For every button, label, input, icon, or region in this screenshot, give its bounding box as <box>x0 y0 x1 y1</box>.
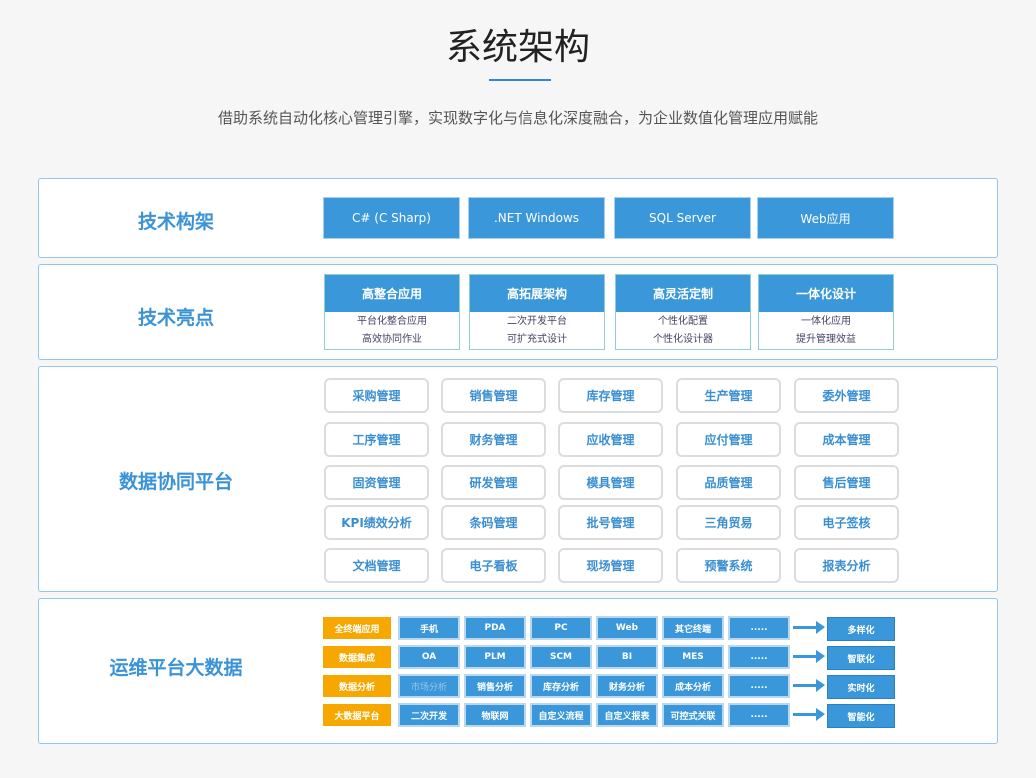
highlight-card: 高整合应用平台化整合应用 高效协同作业 <box>324 274 460 350</box>
module-button[interactable]: 预警系统 <box>676 548 781 583</box>
card-line: 可扩充式设计 <box>507 334 567 345</box>
ops-item: MES <box>662 645 724 669</box>
module-button[interactable]: 工序管理 <box>324 422 429 457</box>
card-title: 高灵活定制 <box>616 275 750 312</box>
tech-item: .NET Windows <box>469 198 604 238</box>
tech-item: SQL Server <box>615 198 750 238</box>
module-button[interactable]: 批号管理 <box>558 505 663 540</box>
module-button[interactable]: 售后管理 <box>794 465 899 500</box>
ops-item: 其它终端 <box>662 616 724 640</box>
ops-item: 库存分析 <box>530 674 592 698</box>
ops-item: 手机 <box>398 616 460 640</box>
category-label: 数据分析 <box>323 675 391 697</box>
panel-label: 数据协同平台 <box>118 471 233 493</box>
ops-item: 成本分析 <box>662 674 724 698</box>
ops-item: 财务分析 <box>596 674 658 698</box>
ops-item: 自定义报表 <box>596 703 658 727</box>
card-title: 高拓展架构 <box>470 275 604 312</box>
result-label: 多样化 <box>827 617 895 641</box>
highlight-card: 高灵活定制个性化配置个性化设计器 <box>615 274 751 350</box>
module-button[interactable]: KPI绩效分析 <box>324 505 429 540</box>
ops-item: SCM <box>530 645 592 669</box>
module-button[interactable]: 应付管理 <box>676 422 781 457</box>
module-button[interactable]: 条码管理 <box>441 505 546 540</box>
ops-item: OA <box>398 645 460 669</box>
module-button[interactable]: 模具管理 <box>558 465 663 500</box>
category-label: 全终端应用 <box>323 617 391 639</box>
module-button[interactable]: 销售管理 <box>441 378 546 413</box>
module-button[interactable]: 生产管理 <box>676 378 781 413</box>
module-button[interactable]: 库存管理 <box>558 378 663 413</box>
ops-item: PC <box>530 616 592 640</box>
category-label: 数据集成 <box>323 646 391 668</box>
card-line: 个性化设计器 <box>653 334 713 345</box>
card-line: 提升管理效益 <box>796 334 856 345</box>
tech-highlights-panel: 技术亮点 高整合应用 平台化整合应用 高效协同作业 高拓展架构 二次开发平台 可扩充式设计… <box>38 264 998 360</box>
ops-item: PLM <box>464 645 526 669</box>
module-button[interactable]: 文档管理 <box>324 548 429 583</box>
ops-item: 可控式关联 <box>662 703 724 727</box>
module-button[interactable]: 电子看板 <box>441 548 546 583</box>
card-line: 一体化应用 <box>801 316 851 327</box>
highlight-card: 一体化设计一体化应用提升管理效益 <box>758 274 894 350</box>
category-label: 大数据平台 <box>323 704 391 726</box>
data-platform-panel: 数据协同平台 采购管理 销售管理 库存管理 生产管理 委外管理工序管理 财务管理 应收管理应… <box>38 366 998 592</box>
module-button[interactable]: 三角贸易 <box>676 505 781 540</box>
module-button[interactable]: 电子签核 <box>794 505 899 540</box>
ops-item: 二次开发 <box>398 703 460 727</box>
tech-item: C# (C Sharp) <box>324 198 459 238</box>
title-underline <box>489 79 551 81</box>
module-button[interactable]: 成本管理 <box>794 422 899 457</box>
card-line: 平台化整合应用 <box>357 316 427 327</box>
ops-item: BI <box>596 645 658 669</box>
page-title: 系统架构 <box>445 27 590 68</box>
arrow-right-icon <box>793 621 825 634</box>
card-title: 高整合应用 <box>325 275 459 312</box>
module-button[interactable]: 研发管理 <box>441 465 546 500</box>
module-button[interactable]: 应收管理 <box>558 422 663 457</box>
ops-item: ..... <box>728 616 790 640</box>
panel-label: 技术亮点 <box>137 307 214 329</box>
panel-label: 技术构架 <box>137 211 214 233</box>
result-label: 实时化 <box>827 675 895 699</box>
module-button[interactable]: 固资管理 <box>324 465 429 500</box>
card-line: 个性化配置 <box>658 316 708 327</box>
module-button[interactable]: 委外管理 <box>794 378 899 413</box>
ops-item: ..... <box>728 645 790 669</box>
ops-item: 物联网 <box>464 703 526 727</box>
tech-item: Web应用 <box>758 198 893 238</box>
ops-item: ..... <box>728 674 790 698</box>
ops-item: 自定义流程 <box>530 703 592 727</box>
module-button[interactable]: 现场管理 <box>558 548 663 583</box>
ops-platform-panel: 运维平台大数据 全终端应用 手机 PDA PC Web 其它终端..... 多样化数据集成 O… <box>38 598 998 744</box>
ops-item: 市场分析 <box>398 674 460 698</box>
result-label: 智能化 <box>827 704 895 728</box>
card-title: 一体化设计 <box>759 275 893 312</box>
arrow-right-icon <box>793 679 825 692</box>
module-button[interactable]: 品质管理 <box>676 465 781 500</box>
ops-item: ..... <box>728 703 790 727</box>
highlight-card: 高拓展架构二次开发平台 可扩充式设计 <box>469 274 605 350</box>
panel-label: 运维平台大数据 <box>109 657 243 679</box>
module-button[interactable]: 财务管理 <box>441 422 546 457</box>
arrow-right-icon <box>793 650 825 663</box>
ops-item: 销售分析 <box>464 674 526 698</box>
module-button[interactable]: 采购管理 <box>324 378 429 413</box>
ops-item: Web <box>596 616 658 640</box>
ops-item: PDA <box>464 616 526 640</box>
card-line: 二次开发平台 <box>507 316 567 327</box>
page-subtitle: 借助系统自动化核心管理引擎，实现数字化与信息化深度融合，为企业数值化管理应用赋能 <box>217 109 818 127</box>
tech-framework-panel: 技术构架 C# (C Sharp) .NET Windows SQL Server W… <box>38 178 998 258</box>
card-line: 高效协同作业 <box>362 334 422 345</box>
module-button[interactable]: 报表分析 <box>794 548 899 583</box>
arrow-right-icon <box>793 708 825 721</box>
result-label: 智联化 <box>827 646 895 670</box>
